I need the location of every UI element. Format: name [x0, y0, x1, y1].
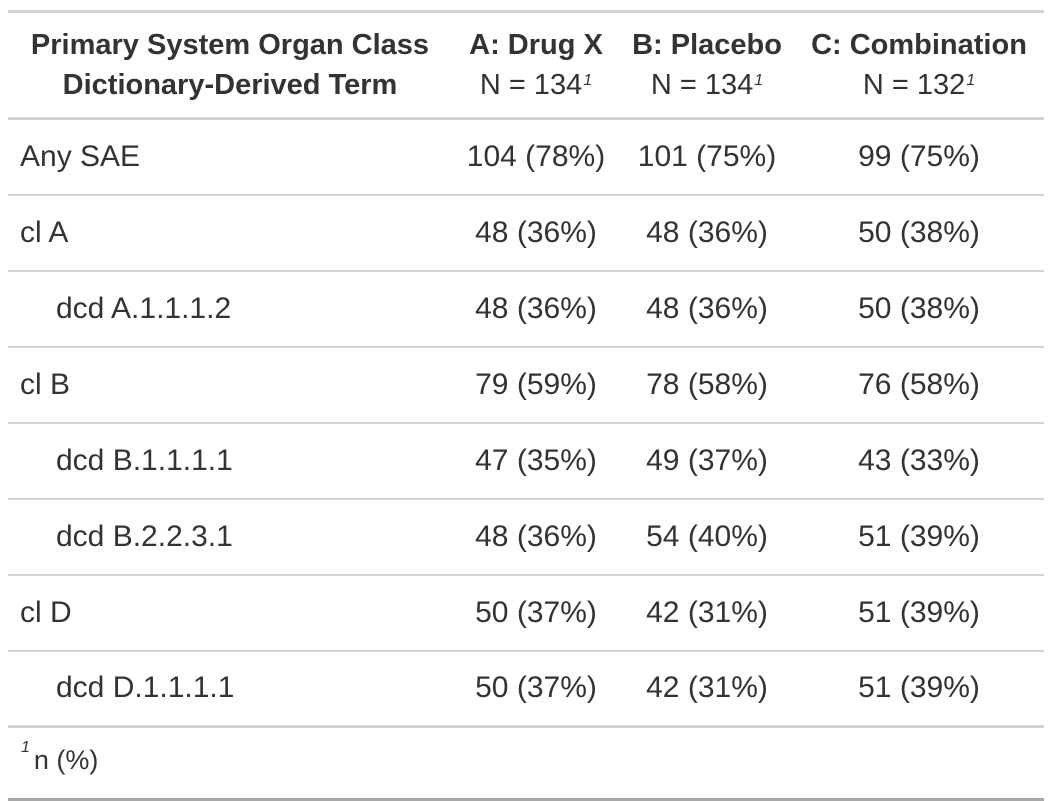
row-label: dcd B.1.1.1.1: [56, 443, 233, 477]
cell-combination: 43 (33%): [858, 443, 980, 477]
row-label: cl B: [20, 367, 71, 401]
cell-drug-x: 50 (37%): [475, 671, 597, 705]
table-row: Any SAE 104 (78%) 101 (75%) 99 (75%): [8, 119, 1044, 195]
header-column-a-name: A: Drug X: [469, 29, 603, 61]
cell-combination: 50 (38%): [858, 215, 980, 249]
cell-drug-x: 48 (36%): [475, 291, 597, 325]
footnote-mark: 1: [21, 738, 30, 756]
table-row: dcd B.1.1.1.1 47 (35%) 49 (37%) 43 (33%): [8, 423, 1044, 499]
cell-drug-x: 50 (37%): [475, 595, 597, 629]
row-label: cl D: [20, 595, 72, 629]
cell-combination: 50 (38%): [858, 291, 980, 325]
header-column-a-n: N = 134: [479, 69, 583, 101]
header-column-b-footnote-mark: 1: [754, 72, 764, 89]
header-label-line1: Primary System Organ Class: [30, 29, 430, 61]
header-column-c: C: Combination N = 1321: [794, 12, 1044, 119]
cell-combination: 76 (58%): [858, 367, 980, 401]
cell-combination: 51 (39%): [858, 595, 980, 629]
cell-drug-x: 104 (78%): [466, 139, 606, 173]
header-column-b: B: Placebo N = 1341: [620, 12, 794, 119]
row-label: Any SAE: [20, 139, 141, 173]
header-column-c-footnote-mark: 1: [966, 72, 976, 89]
table-row: dcd D.1.1.1.1 50 (37%) 42 (31%) 51 (39%): [8, 651, 1044, 727]
table-row: cl B 79 (59%) 78 (58%) 76 (58%): [8, 347, 1044, 423]
header-column-b-n: N = 134: [650, 69, 754, 101]
table-header: Primary System Organ Class Dictionary-De…: [8, 11, 1044, 119]
header-label-column: Primary System Organ Class Dictionary-De…: [8, 12, 452, 119]
header-column-a: A: Drug X N = 1341: [452, 12, 620, 119]
header-label-line2: Dictionary-Derived Term: [62, 69, 398, 101]
cell-drug-x: 48 (36%): [475, 519, 597, 553]
header-column-a-footnote-mark: 1: [583, 72, 593, 89]
header-row: Primary System Organ Class Dictionary-De…: [8, 11, 1044, 119]
cell-placebo: 101 (75%): [637, 139, 777, 173]
footnote-text: n (%): [33, 744, 99, 775]
sae-summary-table: Primary System Organ Class Dictionary-De…: [8, 10, 1044, 801]
table-row: cl A 48 (36%) 48 (36%) 50 (38%): [8, 195, 1044, 271]
cell-placebo: 78 (58%): [646, 367, 768, 401]
table-row: dcd A.1.1.1.2 48 (36%) 48 (36%) 50 (38%): [8, 271, 1044, 347]
cell-placebo: 42 (31%): [646, 671, 768, 705]
row-label: cl A: [20, 215, 69, 249]
header-column-b-name: B: Placebo: [632, 29, 782, 61]
cell-drug-x: 47 (35%): [475, 443, 597, 477]
cell-placebo: 42 (31%): [646, 595, 768, 629]
header-column-c-name: C: Combination: [811, 29, 1027, 61]
row-label: dcd A.1.1.1.2: [56, 291, 232, 325]
cell-drug-x: 79 (59%): [475, 367, 597, 401]
table-row: dcd B.2.2.3.1 48 (36%) 54 (40%) 51 (39%): [8, 499, 1044, 575]
cell-placebo: 48 (36%): [646, 291, 768, 325]
sae-summary-table-container: Primary System Organ Class Dictionary-De…: [8, 10, 1044, 801]
row-label: dcd B.2.2.3.1: [56, 519, 233, 553]
cell-placebo: 49 (37%): [646, 443, 768, 477]
cell-combination: 51 (39%): [858, 671, 980, 705]
table-row: cl D 50 (37%) 42 (31%) 51 (39%): [8, 575, 1044, 651]
cell-placebo: 54 (40%): [646, 519, 768, 553]
cell-combination: 99 (75%): [858, 139, 980, 173]
header-column-c-n: N = 132: [862, 69, 966, 101]
table-body: Any SAE 104 (78%) 101 (75%) 99 (75%) cl …: [8, 119, 1044, 727]
cell-drug-x: 48 (36%): [475, 215, 597, 249]
row-label: dcd D.1.1.1.1: [56, 671, 235, 705]
cell-combination: 51 (39%): [858, 519, 980, 553]
cell-placebo: 48 (36%): [646, 215, 768, 249]
